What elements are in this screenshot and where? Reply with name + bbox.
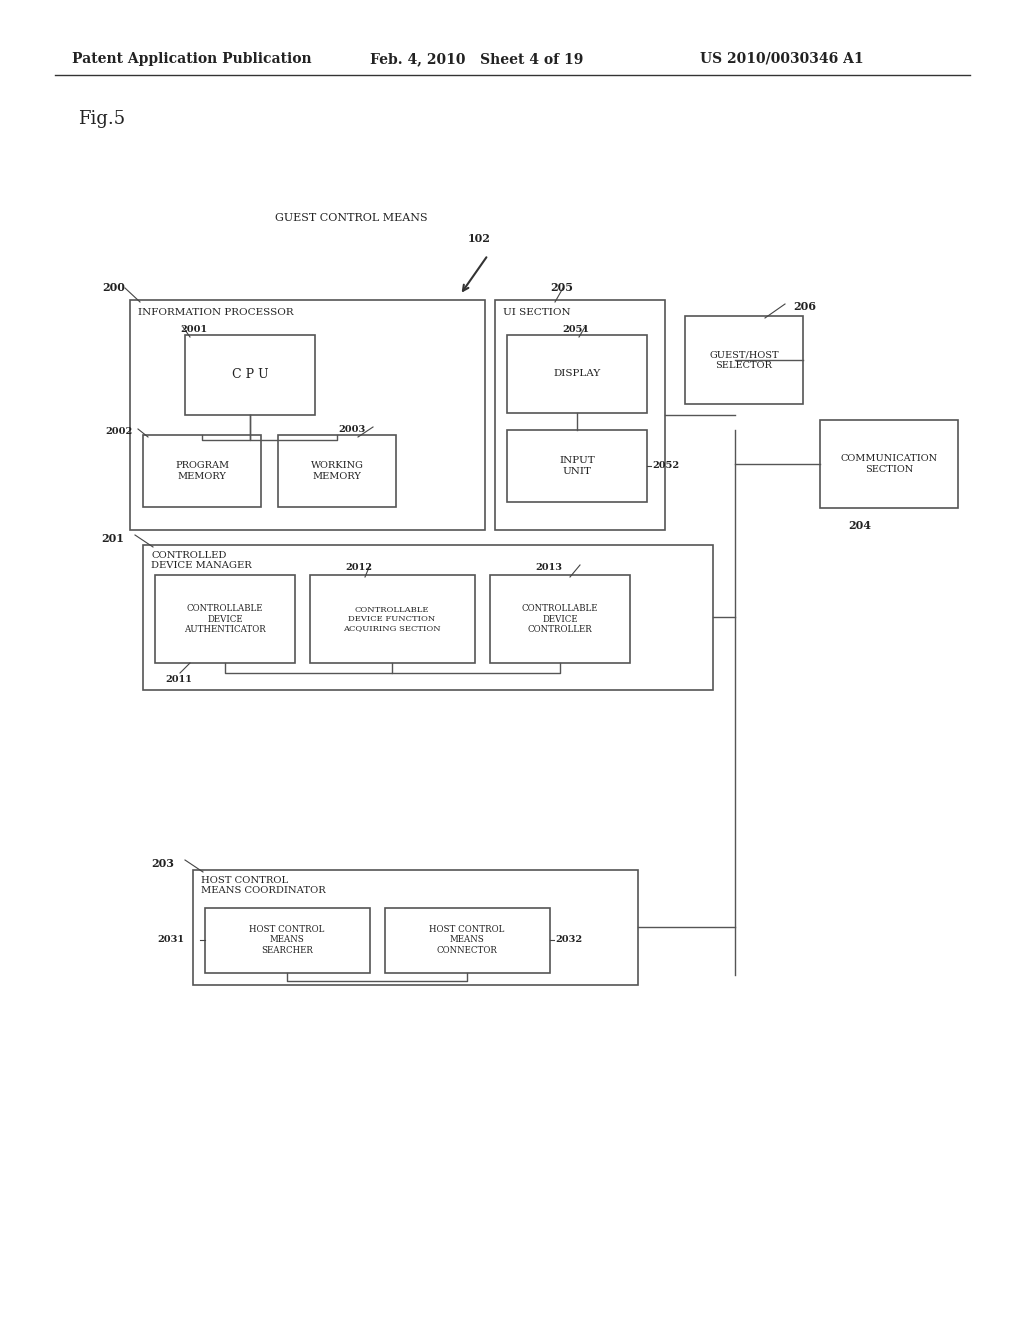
Text: 2011: 2011 [165,675,191,684]
Text: 200: 200 [102,282,125,293]
Bar [205,908,370,973]
Bar [155,576,295,663]
Bar [820,420,958,508]
Bar [278,436,396,507]
Bar [507,335,647,413]
Bar [490,576,630,663]
Text: DISPLAY: DISPLAY [553,370,601,379]
Bar [385,908,550,973]
Text: PROGRAM
MEMORY: PROGRAM MEMORY [175,461,229,480]
Text: WORKING
MEMORY: WORKING MEMORY [310,461,364,480]
Text: INPUT
UNIT: INPUT UNIT [559,457,595,475]
Bar [310,576,475,663]
Bar [193,870,638,985]
Text: Fig.5: Fig.5 [78,110,125,128]
Text: 2051: 2051 [562,325,589,334]
Text: HOST CONTROL
MEANS
CONNECTOR: HOST CONTROL MEANS CONNECTOR [429,925,505,954]
Text: 204: 204 [848,520,871,531]
Text: Feb. 4, 2010   Sheet 4 of 19: Feb. 4, 2010 Sheet 4 of 19 [370,51,584,66]
Text: 205: 205 [550,282,573,293]
Bar [130,300,485,531]
Text: CONTROLLED
DEVICE MANAGER: CONTROLLED DEVICE MANAGER [151,550,252,570]
Text: HOST CONTROL
MEANS
SEARCHER: HOST CONTROL MEANS SEARCHER [249,925,325,954]
Bar [185,335,315,414]
Text: 2002: 2002 [105,426,132,436]
Text: US 2010/0030346 A1: US 2010/0030346 A1 [700,51,863,66]
Text: 2012: 2012 [345,564,372,572]
Text: 206: 206 [793,301,816,312]
Text: 2013: 2013 [535,564,562,572]
Text: 2031: 2031 [157,936,184,945]
Bar [143,545,713,690]
Bar [685,315,803,404]
Text: INFORMATION PROCESSOR: INFORMATION PROCESSOR [138,308,294,317]
Text: GUEST/HOST
SELECTOR: GUEST/HOST SELECTOR [710,350,779,370]
Text: UI SECTION: UI SECTION [503,308,570,317]
Text: CONTROLLABLE
DEVICE
CONTROLLER: CONTROLLABLE DEVICE CONTROLLER [522,605,598,634]
Text: 201: 201 [101,533,124,544]
Text: CONTROLLABLE
DEVICE
AUTHENTICATOR: CONTROLLABLE DEVICE AUTHENTICATOR [184,605,266,634]
Bar [143,436,261,507]
Text: 2003: 2003 [338,425,366,434]
Text: Patent Application Publication: Patent Application Publication [72,51,311,66]
Text: GUEST CONTROL MEANS: GUEST CONTROL MEANS [275,213,428,223]
Text: HOST CONTROL
MEANS COORDINATOR: HOST CONTROL MEANS COORDINATOR [201,876,326,895]
Text: 102: 102 [468,234,490,244]
Text: 203: 203 [151,858,174,869]
Text: 2032: 2032 [555,936,582,945]
Text: C P U: C P U [231,368,268,381]
Bar [495,300,665,531]
Text: CONTROLLABLE
DEVICE FUNCTION
ACQUIRING SECTION: CONTROLLABLE DEVICE FUNCTION ACQUIRING S… [343,606,440,632]
Bar [507,430,647,502]
Text: COMMUNICATION
SECTION: COMMUNICATION SECTION [841,454,938,474]
Text: 2052: 2052 [652,462,679,470]
Text: 2001: 2001 [180,325,207,334]
